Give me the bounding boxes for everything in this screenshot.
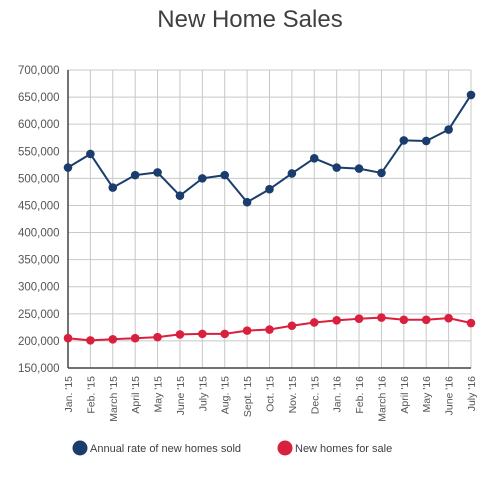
- data-point: [108, 183, 118, 192]
- data-point: [421, 136, 431, 146]
- data-point: [153, 332, 162, 342]
- data-point: [242, 326, 252, 335]
- data-point: [220, 170, 230, 180]
- x-tick-label: Aug. '15: [220, 376, 232, 414]
- y-tick-label: 300,000: [18, 282, 60, 294]
- x-tick-label: May '15: [153, 376, 165, 413]
- y-axis-tick-labels: 700,000 650,000 600,000 550,000 500,000 450,0…: [18, 65, 60, 375]
- x-tick-label: Jan. '15: [63, 376, 75, 413]
- data-point: [421, 315, 431, 325]
- series-0: [63, 90, 476, 207]
- x-tick-label: July '15: [197, 376, 209, 411]
- chart-title: New Home Sales: [157, 6, 343, 33]
- data-point: [175, 191, 185, 201]
- y-tick-label: 200,000: [18, 336, 60, 348]
- x-tick-label: Jan. '16: [332, 376, 344, 413]
- y-tick-label: 500,000: [18, 173, 60, 185]
- data-point: [354, 164, 364, 173]
- data-point: [377, 168, 386, 178]
- legend-label: Annual rate of new homes sold: [90, 443, 241, 455]
- data-point: [466, 90, 476, 100]
- data-point: [265, 184, 274, 194]
- x-tick-label: Feb. '16: [354, 376, 366, 414]
- legend-label: New homes for sale: [295, 443, 392, 455]
- data-point: [265, 325, 274, 334]
- x-tick-label: June '15: [175, 376, 187, 416]
- x-tick-label: March '15: [108, 376, 120, 422]
- data-point: [86, 336, 95, 345]
- data-point: [332, 316, 341, 325]
- legend-marker: [277, 440, 293, 456]
- x-tick-label: Dec. '15: [309, 376, 321, 414]
- grid-lines: [67, 69, 472, 369]
- data-point: [354, 314, 364, 323]
- y-tick-label: 250,000: [18, 309, 60, 321]
- series-lines: [63, 90, 476, 345]
- x-axis-tick-labels: Jan. '15 Feb. '15 March '15 April '15 May '1…: [63, 376, 478, 422]
- data-point: [399, 315, 409, 325]
- x-tick-label: Nov. '15: [287, 376, 299, 414]
- data-point: [444, 313, 453, 323]
- y-tick-label: 550,000: [18, 146, 60, 158]
- y-tick-label: 350,000: [18, 255, 60, 267]
- series-1: [63, 313, 476, 345]
- x-tick-label: May '16: [421, 376, 433, 413]
- x-tick-label: Oct. '15: [265, 376, 277, 412]
- y-tick-label: 150,000: [18, 363, 60, 375]
- data-point: [332, 163, 341, 172]
- data-point: [309, 154, 319, 163]
- data-point: [198, 329, 207, 339]
- data-point: [220, 329, 230, 339]
- data-point: [130, 333, 140, 343]
- data-point: [399, 136, 409, 145]
- data-point: [466, 318, 476, 328]
- x-tick-label: July '16: [466, 376, 478, 411]
- data-point: [63, 333, 73, 343]
- x-tick-label: April '15: [130, 376, 142, 414]
- y-tick-label: 650,000: [18, 92, 60, 104]
- data-point: [153, 168, 162, 177]
- y-tick-label: 700,000: [18, 65, 60, 77]
- data-point: [63, 163, 73, 172]
- axes: [67, 70, 471, 369]
- x-tick-label: June '16: [444, 376, 456, 416]
- x-tick-label: Sept. '15: [242, 376, 254, 417]
- legend: Annual rate of new homes sold New homes f…: [72, 440, 392, 456]
- data-point: [287, 321, 297, 331]
- data-point: [175, 330, 185, 339]
- data-point: [86, 149, 95, 159]
- x-tick-label: March '16: [376, 376, 388, 422]
- data-point: [309, 318, 319, 327]
- data-point: [108, 334, 118, 344]
- data-point: [130, 170, 140, 180]
- y-tick-label: 450,000: [18, 200, 60, 212]
- x-tick-label: April '16: [399, 376, 411, 414]
- data-point: [377, 313, 386, 322]
- data-point: [444, 125, 453, 134]
- data-point: [287, 169, 297, 178]
- y-tick-label: 400,000: [18, 228, 60, 240]
- data-point: [242, 197, 252, 207]
- legend-marker: [72, 440, 88, 456]
- x-tick-label: Feb. '15: [85, 376, 97, 414]
- y-tick-label: 600,000: [18, 119, 60, 131]
- data-point: [198, 174, 207, 183]
